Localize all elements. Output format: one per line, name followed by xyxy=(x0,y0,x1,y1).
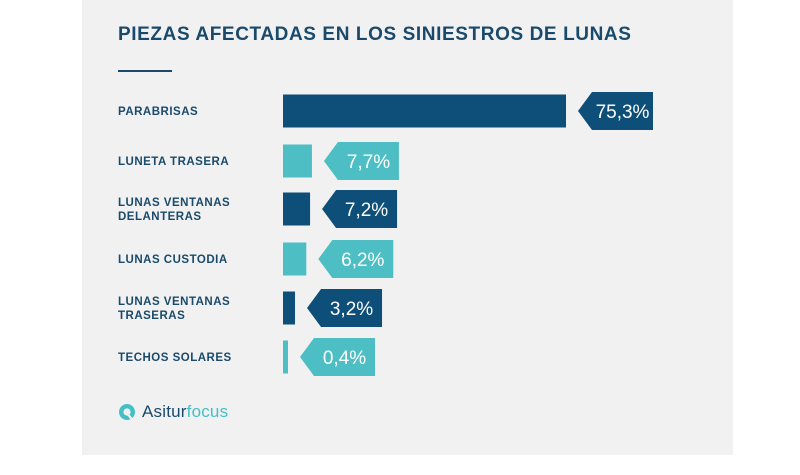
value-tag xyxy=(307,289,383,327)
category-label-line: TECHOS SOLARES xyxy=(118,352,232,364)
bar xyxy=(283,340,288,374)
logo-text: Asiturfocus xyxy=(142,402,228,422)
category-label-line: TRASERAS xyxy=(118,310,185,322)
category-label-line: LUNAS VENTANAS xyxy=(118,296,230,308)
value-label: 6,2% xyxy=(341,250,384,271)
chart-card xyxy=(82,0,733,455)
title-underline xyxy=(118,70,172,72)
bar xyxy=(283,144,312,178)
logo-brand: Asitur xyxy=(142,402,187,421)
value-tag xyxy=(578,92,653,130)
value-label: 7,7% xyxy=(347,152,390,173)
value-tag xyxy=(323,142,399,180)
search-icon xyxy=(119,403,135,420)
category-label: TECHOS SOLARES xyxy=(118,352,232,364)
value-label: 75,3% xyxy=(596,102,650,123)
bar xyxy=(283,291,296,325)
category-label: LUNAS CUSTODIA xyxy=(118,254,228,266)
value-label: 0,4% xyxy=(323,348,366,369)
logo-suffix: focus xyxy=(186,402,229,421)
category-label: PARABRISAS xyxy=(118,106,198,118)
category-label-line: LUNAS VENTANAS xyxy=(118,197,230,209)
asiturfocus-logo: Asiturfocus xyxy=(118,402,228,422)
value-label: 3,2% xyxy=(330,299,373,320)
category-label-line: LUNAS CUSTODIA xyxy=(118,254,228,266)
value-label: 7,2% xyxy=(345,200,388,221)
bar xyxy=(283,242,307,276)
bar xyxy=(283,94,566,128)
category-label-line: LUNETA TRASERA xyxy=(118,156,229,168)
category-label: LUNETA TRASERA xyxy=(118,156,229,168)
bar xyxy=(283,192,311,226)
chart-title: PIEZAS AFECTADAS EN LOS SINIESTROS DE LU… xyxy=(118,24,632,45)
category-label-line: PARABRISAS xyxy=(118,106,198,118)
value-tag xyxy=(300,338,375,376)
value-tag xyxy=(322,190,398,228)
category-label-line: DELANTERAS xyxy=(118,211,202,223)
value-tag xyxy=(318,240,394,278)
category-label: LUNAS VENTANAS TRASERAS xyxy=(118,296,230,322)
category-label: LUNAS VENTANAS DELANTERAS xyxy=(118,197,230,223)
